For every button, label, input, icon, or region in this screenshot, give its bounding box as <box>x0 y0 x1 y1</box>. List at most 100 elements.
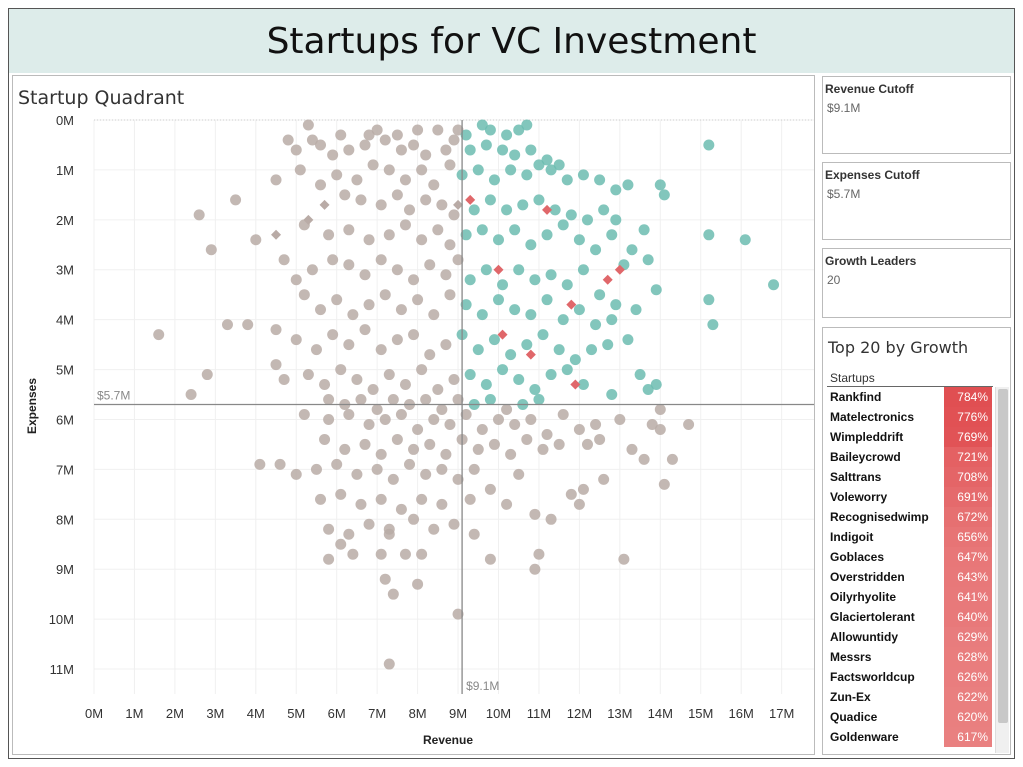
data-point[interactable] <box>440 144 452 156</box>
data-point[interactable] <box>703 294 715 306</box>
data-point[interactable] <box>404 458 416 470</box>
data-point[interactable] <box>363 518 375 530</box>
data-point[interactable] <box>270 324 282 336</box>
table-row[interactable]: Matelectronics 776% <box>823 407 995 427</box>
data-point[interactable] <box>327 254 339 266</box>
data-point[interactable] <box>153 329 165 341</box>
data-point[interactable] <box>573 423 585 435</box>
data-point[interactable] <box>420 468 432 480</box>
data-point[interactable] <box>497 364 509 376</box>
data-point[interactable] <box>472 164 484 176</box>
data-point[interactable] <box>351 174 363 186</box>
data-point[interactable] <box>646 418 658 430</box>
data-point[interactable] <box>270 359 282 371</box>
data-point[interactable] <box>323 229 335 241</box>
data-point[interactable] <box>488 174 500 186</box>
data-point[interactable] <box>541 229 553 241</box>
data-point[interactable] <box>298 408 310 420</box>
data-point[interactable] <box>533 548 545 560</box>
data-point[interactable] <box>331 169 343 181</box>
data-point[interactable] <box>351 374 363 386</box>
data-point[interactable] <box>541 154 553 166</box>
data-point[interactable] <box>323 394 335 406</box>
data-point[interactable] <box>602 339 614 351</box>
data-point[interactable] <box>577 379 589 391</box>
data-point[interactable] <box>250 234 262 246</box>
data-point[interactable] <box>529 508 541 520</box>
data-point[interactable] <box>569 354 581 366</box>
data-point[interactable] <box>541 294 553 306</box>
data-point[interactable] <box>561 174 573 186</box>
growth-leader-point[interactable] <box>570 379 581 390</box>
data-point[interactable] <box>594 433 606 445</box>
data-point[interactable] <box>521 169 533 181</box>
data-point[interactable] <box>476 119 488 131</box>
data-point[interactable] <box>630 304 642 316</box>
data-point[interactable] <box>557 314 569 326</box>
data-point[interactable] <box>581 214 593 226</box>
data-point[interactable] <box>610 184 622 196</box>
data-point[interactable] <box>739 234 751 246</box>
data-point[interactable] <box>399 219 411 231</box>
data-point[interactable] <box>315 304 327 316</box>
data-point[interactable] <box>484 394 496 406</box>
data-point[interactable] <box>464 274 476 286</box>
data-point[interactable] <box>513 264 525 276</box>
data-point[interactable] <box>205 244 217 256</box>
table-row[interactable]: Baileycrowd 721% <box>823 447 995 467</box>
data-point[interactable] <box>343 259 355 271</box>
data-point[interactable] <box>428 179 440 191</box>
data-point[interactable] <box>428 523 440 535</box>
data-point[interactable] <box>363 129 375 141</box>
data-point[interactable] <box>436 199 448 211</box>
data-point[interactable] <box>432 384 444 396</box>
data-point[interactable] <box>638 453 650 465</box>
data-point[interactable] <box>383 528 395 540</box>
data-point[interactable] <box>594 174 606 186</box>
data-point[interactable] <box>355 194 367 206</box>
data-point[interactable] <box>387 588 399 600</box>
data-point[interactable] <box>371 403 383 415</box>
data-point[interactable] <box>290 274 302 286</box>
data-point[interactable] <box>590 319 602 331</box>
data-point[interactable] <box>492 413 504 425</box>
data-point[interactable] <box>666 453 678 465</box>
data-point[interactable] <box>221 319 233 331</box>
expenses-cutoff-value[interactable]: $5.7M <box>827 187 861 201</box>
data-point[interactable] <box>351 468 363 480</box>
table-row[interactable]: Goblaces 647% <box>823 547 995 567</box>
data-point[interactable] <box>416 234 428 246</box>
data-point[interactable] <box>509 304 521 316</box>
data-point[interactable] <box>533 159 545 171</box>
data-point[interactable] <box>391 334 403 346</box>
data-point[interactable] <box>492 294 504 306</box>
data-point[interactable] <box>488 438 500 450</box>
data-point[interactable] <box>557 408 569 420</box>
data-point[interactable] <box>573 304 585 316</box>
data-point[interactable] <box>529 563 541 575</box>
data-point[interactable] <box>387 473 399 485</box>
diamond-point[interactable] <box>303 214 314 225</box>
revenue-cutoff-card[interactable]: Revenue Cutoff $9.1M <box>822 76 1011 154</box>
data-point[interactable] <box>501 498 513 510</box>
data-point[interactable] <box>521 433 533 445</box>
data-point[interactable] <box>525 239 537 251</box>
data-point[interactable] <box>537 329 549 341</box>
data-point[interactable] <box>355 394 367 406</box>
data-point[interactable] <box>472 344 484 356</box>
data-point[interactable] <box>201 369 213 381</box>
data-point[interactable] <box>416 548 428 560</box>
data-point[interactable] <box>557 219 569 231</box>
data-point[interactable] <box>230 194 242 206</box>
data-point[interactable] <box>480 264 492 276</box>
data-point[interactable] <box>577 483 589 495</box>
data-point[interactable] <box>448 374 460 386</box>
data-point[interactable] <box>432 224 444 236</box>
data-point[interactable] <box>408 274 420 286</box>
data-point[interactable] <box>768 279 780 291</box>
scatter-plot[interactable]: 0M 1M 2M 3M 4M 5M 6M 7M 8M 9M 10M 11M 12M 13M 14M 15M 16… <box>13 76 816 756</box>
data-point[interactable] <box>553 159 565 171</box>
data-point[interactable] <box>484 553 496 565</box>
data-point[interactable] <box>650 284 662 296</box>
data-point[interactable] <box>391 129 403 141</box>
